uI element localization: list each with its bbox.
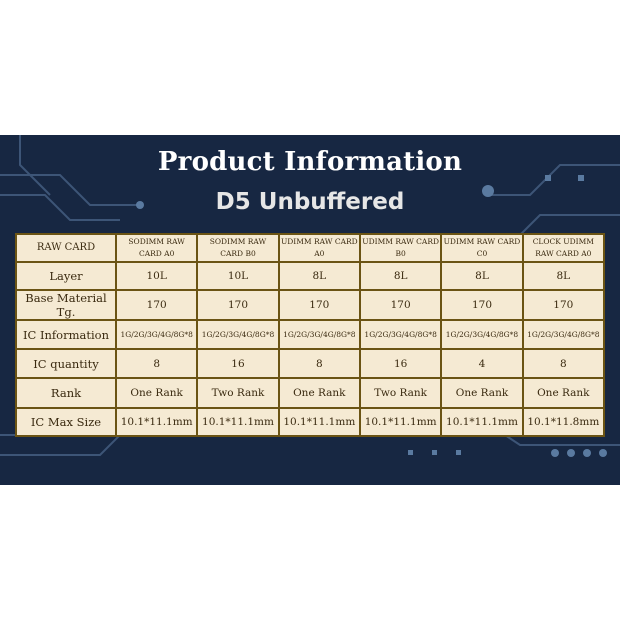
table-cell: 8L xyxy=(440,261,524,291)
header-cell: UDIMM RAW CARD B0 xyxy=(358,233,443,263)
table-cell: 170 xyxy=(196,289,280,321)
table-row: Rank One Rank Two Rank One Rank Two Rank One … xyxy=(15,377,606,409)
table-cell: 8 xyxy=(114,348,199,379)
header-cell: UDIMM RAW CARD C0 xyxy=(440,233,524,263)
header-cell: UDIMM RAW CARD A0 xyxy=(277,233,361,263)
table-header-row: RAW CARD SODIMM RAW CARD A0 SODIMM RAW C… xyxy=(15,233,606,263)
table-cell: Two Rank xyxy=(196,377,280,409)
table-cell: 8 xyxy=(277,348,361,379)
table-cell: 10.1*11.1mm xyxy=(440,407,524,437)
table-cell: 170 xyxy=(277,289,361,321)
row-label: IC Information xyxy=(15,319,117,350)
table-cell: 10L xyxy=(114,261,199,291)
row-label: Rank xyxy=(15,377,117,409)
header-cell: SODIMM RAW CARD B0 xyxy=(196,233,280,263)
table-cell: 1G/2G/3G/4G/8G*8 xyxy=(196,319,280,350)
table-cell: 170 xyxy=(114,289,199,321)
table-cell: 10.1*11.1mm xyxy=(358,407,443,437)
product-table: RAW CARD SODIMM RAW CARD A0 SODIMM RAW C… xyxy=(15,233,606,437)
banner: Product Information D5 Unbuffered RAW CA… xyxy=(0,135,620,485)
header-cell: SODIMM RAW CARD A0 xyxy=(114,233,199,263)
table-cell: 1G/2G/3G/4G/8G*8 xyxy=(114,319,199,350)
header-cell: RAW CARD xyxy=(15,233,117,263)
row-label: IC Max Size xyxy=(15,407,117,437)
page-title: Product Information xyxy=(157,147,463,177)
table-cell: 1G/2G/3G/4G/8G*8 xyxy=(521,319,606,350)
table-cell: Two Rank xyxy=(358,377,443,409)
table-cell: 1G/2G/3G/4G/8G*8 xyxy=(440,319,524,350)
row-label: IC quantity xyxy=(15,348,117,379)
table-cell: 8L xyxy=(277,261,361,291)
table-cell: 170 xyxy=(358,289,443,321)
table-row: Base Material Tg. 170 170 170 170 170 170 xyxy=(15,289,606,321)
table-cell: 4 xyxy=(440,348,524,379)
table-cell: 10.1*11.1mm xyxy=(114,407,199,437)
table-cell: 170 xyxy=(440,289,524,321)
table-cell: 170 xyxy=(521,289,606,321)
table-row: IC Max Size 10.1*11.1mm 10.1*11.1mm 10.1*11… xyxy=(15,407,606,437)
header-cell: CLOCK UDIMM RAW CARD A0 xyxy=(521,233,606,263)
table-cell: 8L xyxy=(358,261,443,291)
table-row: IC Information 1G/2G/3G/4G/8G*8 1G/2G/3G/4… xyxy=(15,319,606,350)
row-label: Layer xyxy=(15,261,117,291)
table-cell: 1G/2G/3G/4G/8G*8 xyxy=(358,319,443,350)
table-cell: 16 xyxy=(358,348,443,379)
table-cell: One Rank xyxy=(521,377,606,409)
row-label: Base Material Tg. xyxy=(15,289,117,321)
table-cell: 10.1*11.8mm xyxy=(521,407,606,437)
table-row: IC quantity 8 16 8 16 4 8 xyxy=(15,348,606,379)
table-cell: One Rank xyxy=(114,377,199,409)
table-cell: 8 xyxy=(521,348,606,379)
table-cell: 1G/2G/3G/4G/8G*8 xyxy=(277,319,361,350)
table-cell: One Rank xyxy=(440,377,524,409)
table-cell: 10L xyxy=(196,261,280,291)
table-cell: 16 xyxy=(196,348,280,379)
table-cell: 10.1*11.1mm xyxy=(277,407,361,437)
table-cell: 10.1*11.1mm xyxy=(196,407,280,437)
page-subtitle: D5 Unbuffered xyxy=(215,189,405,215)
table-cell: One Rank xyxy=(277,377,361,409)
table-cell: 8L xyxy=(521,261,606,291)
table-row: Layer 10L 10L 8L 8L 8L 8L xyxy=(15,261,606,291)
